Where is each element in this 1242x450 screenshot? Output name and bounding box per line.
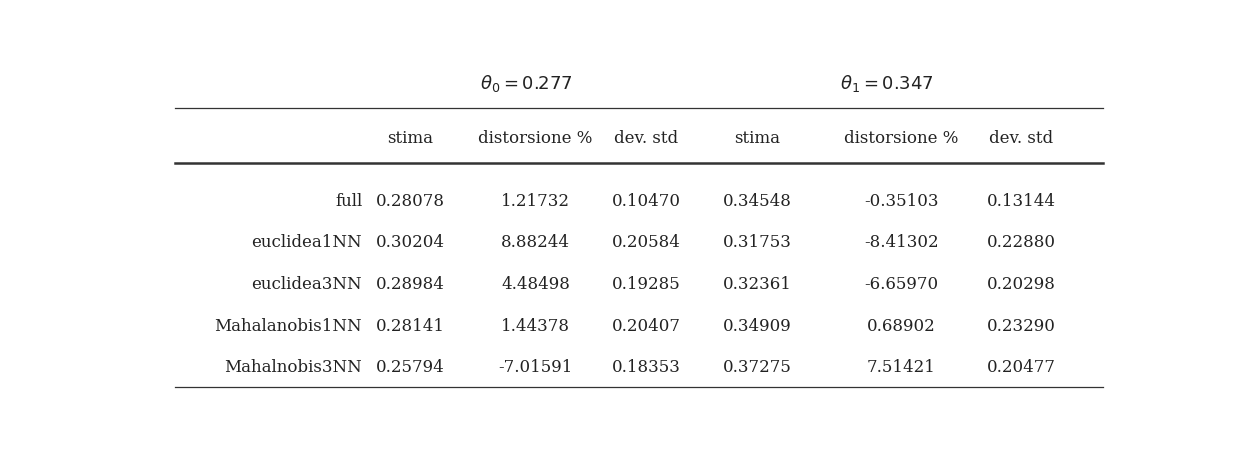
Text: stima: stima	[388, 130, 433, 148]
Text: 0.31753: 0.31753	[723, 234, 791, 252]
Text: 0.68902: 0.68902	[867, 318, 935, 334]
Text: 0.20477: 0.20477	[987, 359, 1056, 376]
Text: 0.37275: 0.37275	[723, 359, 791, 376]
Text: dev. std: dev. std	[990, 130, 1053, 148]
Text: -8.41302: -8.41302	[864, 234, 939, 252]
Text: 0.28141: 0.28141	[376, 318, 445, 334]
Text: 0.20407: 0.20407	[611, 318, 681, 334]
Text: 0.18353: 0.18353	[612, 359, 681, 376]
Text: $\theta_0 = 0.277$: $\theta_0 = 0.277$	[479, 73, 573, 94]
Text: 7.51421: 7.51421	[867, 359, 935, 376]
Text: 1.21732: 1.21732	[501, 193, 570, 210]
Text: 0.20298: 0.20298	[987, 276, 1056, 293]
Text: distorsione %: distorsione %	[845, 130, 959, 148]
Text: 0.34909: 0.34909	[723, 318, 791, 334]
Text: distorsione %: distorsione %	[478, 130, 592, 148]
Text: 0.30204: 0.30204	[376, 234, 445, 252]
Text: 0.20584: 0.20584	[612, 234, 681, 252]
Text: 0.19285: 0.19285	[612, 276, 681, 293]
Text: -7.01591: -7.01591	[498, 359, 573, 376]
Text: -0.35103: -0.35103	[864, 193, 939, 210]
Text: 1.44378: 1.44378	[501, 318, 570, 334]
Text: 0.28078: 0.28078	[376, 193, 445, 210]
Text: 0.34548: 0.34548	[723, 193, 791, 210]
Text: 0.13144: 0.13144	[987, 193, 1056, 210]
Text: 0.32361: 0.32361	[723, 276, 791, 293]
Text: 4.48498: 4.48498	[501, 276, 570, 293]
Text: 0.25794: 0.25794	[376, 359, 445, 376]
Text: dev. std: dev. std	[614, 130, 678, 148]
Text: euclidea1NN: euclidea1NN	[252, 234, 363, 252]
Text: euclidea3NN: euclidea3NN	[252, 276, 363, 293]
Text: stima: stima	[734, 130, 780, 148]
Text: 0.10470: 0.10470	[611, 193, 681, 210]
Text: full: full	[335, 193, 363, 210]
Text: $\theta_1 = 0.347$: $\theta_1 = 0.347$	[840, 73, 934, 94]
Text: -6.65970: -6.65970	[864, 276, 938, 293]
Text: Mahalanobis1NN: Mahalanobis1NN	[215, 318, 363, 334]
Text: 0.22880: 0.22880	[987, 234, 1056, 252]
Text: 0.28984: 0.28984	[376, 276, 445, 293]
Text: 0.23290: 0.23290	[987, 318, 1056, 334]
Text: Mahalnobis3NN: Mahalnobis3NN	[225, 359, 363, 376]
Text: 8.88244: 8.88244	[501, 234, 570, 252]
